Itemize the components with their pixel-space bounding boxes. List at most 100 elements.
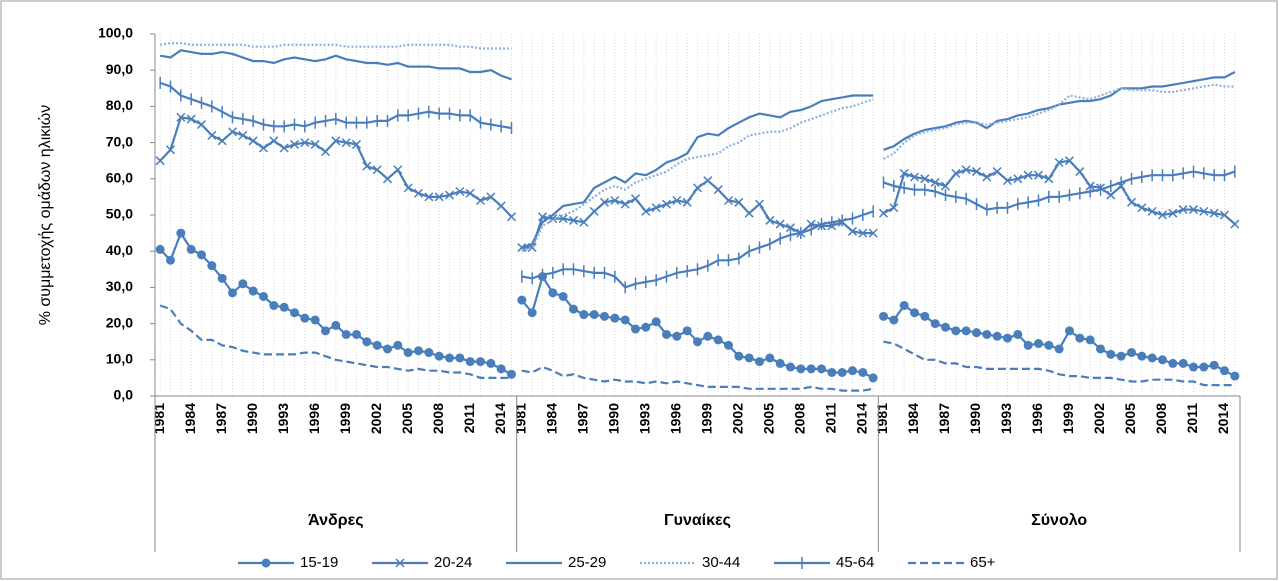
point <box>848 366 857 376</box>
point <box>341 138 351 148</box>
point <box>1044 340 1054 350</box>
x-tick-label: 1987 <box>936 403 952 434</box>
point <box>279 143 289 153</box>
point <box>661 199 672 209</box>
point <box>1116 351 1126 361</box>
x-tick-label: 1999 <box>337 403 353 434</box>
point <box>414 346 423 356</box>
point <box>786 362 795 372</box>
point <box>589 310 599 320</box>
x-tick-label: 1984 <box>905 403 921 434</box>
point <box>1106 190 1116 200</box>
point <box>878 208 889 218</box>
point <box>424 192 434 202</box>
point <box>1189 362 1198 372</box>
point <box>1065 326 1074 336</box>
x-tick-label: 1984 <box>182 403 198 434</box>
point <box>1054 344 1064 354</box>
point <box>1219 210 1230 220</box>
series-line <box>521 94 874 249</box>
point <box>444 190 455 200</box>
legend-label: 65+ <box>970 554 996 571</box>
point <box>982 329 992 339</box>
point <box>155 244 165 254</box>
x-tick-label: 2002 <box>368 403 384 434</box>
point <box>1126 197 1137 207</box>
x-tick-label: 2014 <box>854 403 870 434</box>
point <box>961 326 971 336</box>
point <box>1220 366 1229 376</box>
y-tick-label: 100,0 <box>98 25 133 41</box>
point <box>476 357 485 367</box>
series-line <box>159 304 512 379</box>
point <box>1230 219 1240 229</box>
point <box>445 353 454 363</box>
y-axis-label: % συμμετοχής ομάδων ηλικιών <box>37 105 54 326</box>
point <box>393 165 403 175</box>
point <box>785 223 796 233</box>
point <box>1003 333 1012 343</box>
point <box>196 119 207 130</box>
point <box>186 114 196 124</box>
point <box>496 201 506 211</box>
x-tick-label: 1981 <box>513 403 529 434</box>
legend-label: 20-24 <box>434 554 472 571</box>
series-line <box>882 83 1235 160</box>
y-tick-label: 80,0 <box>106 97 133 113</box>
point <box>486 358 496 368</box>
x-tick-label: 2008 <box>792 403 808 434</box>
point <box>165 145 176 155</box>
point <box>506 212 517 222</box>
point <box>692 183 703 193</box>
point <box>507 369 516 379</box>
point <box>331 320 341 330</box>
point <box>682 197 692 207</box>
point <box>765 353 775 363</box>
point <box>465 188 475 198</box>
point <box>1013 329 1023 339</box>
y-tick-label: 20,0 <box>106 314 133 330</box>
point <box>610 313 620 323</box>
x-tick-label: 1996 <box>1029 403 1045 434</box>
point <box>558 291 568 301</box>
point <box>248 286 258 296</box>
point <box>1085 335 1095 345</box>
point <box>300 138 310 148</box>
point <box>755 357 764 367</box>
point <box>847 226 858 236</box>
group-label: Άνδρες <box>308 512 363 529</box>
x-tick-label: 2005 <box>1122 403 1138 434</box>
point <box>754 199 765 209</box>
point <box>1147 206 1157 216</box>
point <box>982 172 992 182</box>
point <box>889 315 899 325</box>
point <box>858 228 868 238</box>
x-tick-label: 2014 <box>492 403 508 434</box>
x-tick-label: 1990 <box>606 403 622 434</box>
y-tick-label: 60,0 <box>106 170 133 186</box>
point <box>1188 205 1199 215</box>
point <box>1034 339 1043 349</box>
point <box>382 174 393 184</box>
point <box>1075 167 1085 177</box>
point <box>909 172 920 182</box>
point <box>827 367 837 377</box>
point <box>455 186 465 197</box>
point <box>331 136 341 146</box>
point <box>1013 174 1023 184</box>
x-tick-label: 2002 <box>1091 403 1107 434</box>
point <box>1230 371 1240 381</box>
series-line <box>160 42 512 50</box>
point <box>207 261 217 271</box>
point <box>176 112 186 122</box>
point <box>238 279 248 289</box>
x-tick-label: 1987 <box>575 403 591 434</box>
point <box>1209 360 1219 370</box>
point <box>858 367 868 377</box>
x-tick-label: 1996 <box>306 403 322 434</box>
point <box>1168 208 1178 218</box>
point <box>413 188 424 198</box>
point <box>351 139 362 149</box>
point <box>600 311 609 321</box>
y-tick-label: 50,0 <box>106 206 133 222</box>
